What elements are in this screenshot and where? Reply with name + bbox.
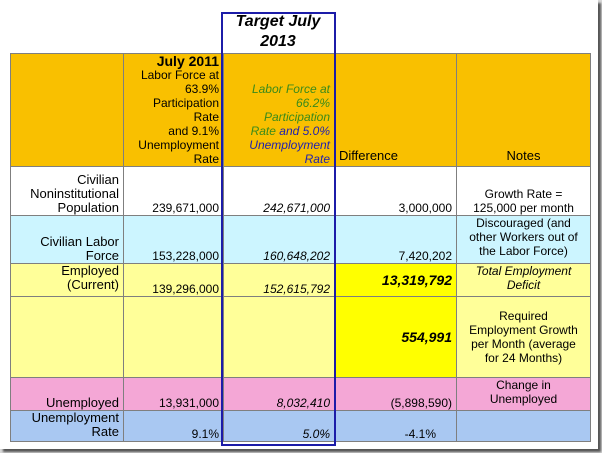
header-difference: Difference bbox=[334, 53, 457, 167]
target-line: Unemployment bbox=[249, 138, 330, 152]
note-line: Total Employment bbox=[475, 264, 572, 279]
header-target: Labor Force at 66.2% Participation Rate … bbox=[223, 53, 335, 167]
july2011-line: and 9.1% bbox=[168, 124, 219, 138]
target-and-word: and bbox=[279, 124, 300, 138]
labor-force-difference: 7,420,202 bbox=[334, 215, 457, 264]
table-row: Unemployed 13,931,000 8,032,410 (5,898,5… bbox=[10, 377, 591, 411]
table-row: Civilian Noninstitutional Population 239… bbox=[10, 166, 591, 216]
population-july2011: 239,671,000 bbox=[123, 166, 224, 216]
growth-difference: 554,991 bbox=[334, 296, 457, 378]
label-line: Force bbox=[85, 248, 119, 263]
note-line: the Labor Force) bbox=[479, 244, 568, 258]
july2011-line: Unemployment bbox=[138, 138, 219, 152]
label-line: Civilian Labor bbox=[40, 234, 119, 249]
target-line: Participation bbox=[263, 110, 330, 124]
note-line: Employment Growth bbox=[469, 323, 578, 337]
unemployed-difference: (5,898,590) bbox=[334, 377, 457, 411]
july2011-line: Participation Rate bbox=[152, 96, 219, 124]
note-line: per Month (average bbox=[471, 337, 576, 351]
target-line: 66.2% bbox=[295, 96, 330, 110]
july2011-line: Rate bbox=[193, 152, 219, 166]
labor-force-july2011: 153,228,000 bbox=[123, 215, 224, 264]
july2011-line: 63.9% bbox=[184, 82, 219, 96]
employed-target: 152,615,792 bbox=[223, 263, 335, 297]
note-line: Change in bbox=[496, 378, 551, 393]
note-line: Unemployed bbox=[489, 392, 558, 406]
july2011-line: Labor Force at bbox=[140, 68, 219, 82]
unemployed-note: Change in Unemployed bbox=[456, 377, 591, 411]
employed-july2011: 139,296,000 bbox=[123, 263, 224, 297]
note-line: Growth Rate = bbox=[484, 187, 563, 201]
note-line: Discouraged (and bbox=[476, 216, 571, 231]
unemployment-rate-difference: -4.1% bbox=[334, 410, 457, 442]
target-rate-word: Rate bbox=[250, 124, 276, 138]
growth-empty-july2011 bbox=[123, 296, 224, 378]
note-line: 125,000 per month bbox=[473, 201, 574, 215]
labor-force-target: 160,648,202 bbox=[223, 215, 335, 264]
target-line: Labor Force at bbox=[251, 82, 330, 96]
unemployed-july2011: 13,931,000 bbox=[123, 377, 224, 411]
table-row: Employed (Current) 139,296,000 152,615,7… bbox=[10, 263, 591, 297]
header-label-cell bbox=[10, 53, 124, 167]
note-line: for 24 Months) bbox=[484, 351, 563, 365]
target-unemp-rate: 5.0% bbox=[302, 124, 330, 138]
table-row: Unemployment Rate 9.1% 5.0% -4.1% bbox=[10, 410, 591, 442]
target-title-line2: 2013 bbox=[260, 33, 296, 50]
growth-note: Required Employment Growth per Month (av… bbox=[456, 296, 591, 378]
target-title: Target July 2013 bbox=[222, 12, 334, 52]
label-line: Employed bbox=[61, 263, 119, 278]
row-label-unemployment-rate: Unemployment Rate bbox=[10, 410, 124, 442]
labor-force-note: Discouraged (and other Workers out of th… bbox=[456, 215, 591, 264]
row-label-labor-force: Civilian Labor Force bbox=[10, 215, 124, 264]
labor-table: July 2011 Labor Force at 63.9% Participa… bbox=[10, 53, 591, 442]
population-note: Growth Rate = 125,000 per month bbox=[456, 166, 591, 216]
row-label-unemployed: Unemployed bbox=[10, 377, 124, 411]
label-line: Unemployment bbox=[31, 410, 119, 425]
label-line: (Current) bbox=[66, 277, 119, 292]
row-label-population: Civilian Noninstitutional Population bbox=[10, 166, 124, 216]
july2011-title: July 2011 bbox=[156, 53, 219, 69]
header-row: July 2011 Labor Force at 63.9% Participa… bbox=[10, 53, 591, 167]
header-notes: Notes bbox=[456, 53, 591, 167]
table-row: Civilian Labor Force 153,228,000 160,648… bbox=[10, 215, 591, 264]
growth-empty-label bbox=[10, 296, 124, 378]
label-line: Civilian bbox=[77, 172, 119, 187]
table-row: 554,991 Required Employment Growth per M… bbox=[10, 296, 591, 378]
population-difference: 3,000,000 bbox=[334, 166, 457, 216]
unemployment-rate-note bbox=[456, 410, 591, 442]
row-label-employed: Employed (Current) bbox=[10, 263, 124, 297]
employed-difference: 13,319,792 bbox=[334, 263, 457, 297]
unemployment-rate-target: 5.0% bbox=[223, 410, 335, 442]
note-line: Deficit bbox=[506, 278, 541, 292]
growth-empty-target bbox=[223, 296, 335, 378]
label-line: Population bbox=[57, 200, 119, 215]
header-july2011: July 2011 Labor Force at 63.9% Participa… bbox=[123, 53, 224, 167]
employed-note: Total Employment Deficit bbox=[456, 263, 591, 297]
label-line: Noninstitutional bbox=[30, 186, 119, 201]
target-line: Rate bbox=[304, 152, 330, 166]
target-line: Rate and 5.0% bbox=[228, 124, 330, 138]
unemployment-rate-july2011: 9.1% bbox=[123, 410, 224, 442]
target-title-line1: Target July bbox=[235, 13, 321, 30]
unemployed-target: 8,032,410 bbox=[223, 377, 335, 411]
note-line: other Workers out of bbox=[469, 230, 578, 244]
population-target: 242,671,000 bbox=[223, 166, 335, 216]
label-line: Rate bbox=[91, 424, 119, 439]
note-line: Required bbox=[499, 309, 548, 323]
